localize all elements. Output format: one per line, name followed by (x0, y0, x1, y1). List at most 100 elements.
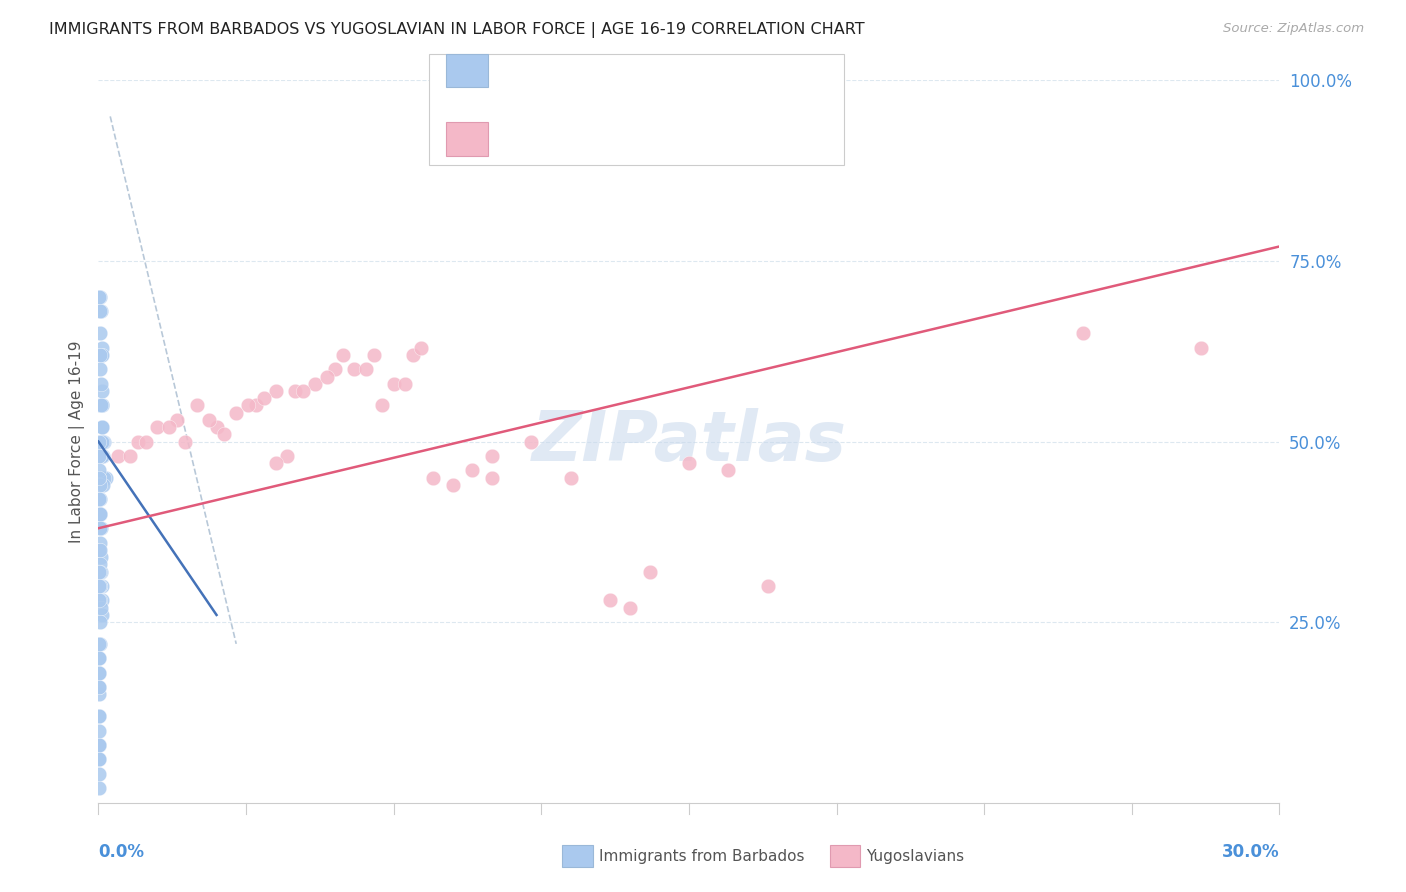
Point (481, 471, 503, 485)
Text: ZIPatlas: ZIPatlas (531, 408, 846, 475)
Point (87, 637, 110, 651)
Point (135, 434, 157, 449)
Point (157, 420, 180, 434)
Point (90, 304, 112, 318)
Point (264, 384, 287, 398)
Point (411, 341, 433, 355)
Point (402, 348, 425, 362)
Point (94, 471, 117, 485)
Point (89, 507, 111, 521)
Point (214, 427, 236, 442)
Point (89, 290, 111, 304)
Point (91, 478, 114, 492)
Point (87, 651, 110, 665)
Point (87, 665, 110, 680)
Point (89, 492, 111, 507)
Point (90, 341, 112, 355)
Point (89, 579, 111, 593)
Point (90, 398, 112, 412)
Text: IMMIGRANTS FROM BARBADOS VS YUGOSLAVIAN IN LABOR FORCE | AGE 16-19 CORRELATION C: IMMIGRANTS FROM BARBADOS VS YUGOSLAVIAN … (49, 22, 865, 38)
Point (91, 449, 114, 463)
Point (90, 550, 112, 565)
Point (91, 607, 114, 622)
Y-axis label: In Labor Force | Age 16-19: In Labor Force | Age 16-19 (69, 340, 84, 543)
Text: 83: 83 (664, 62, 686, 79)
Point (343, 362, 366, 376)
Text: 0.365: 0.365 (541, 130, 599, 148)
Point (90, 348, 112, 362)
Point (89, 680, 111, 694)
Point (520, 434, 543, 449)
Point (304, 376, 326, 391)
Point (382, 376, 405, 391)
Text: Source: ZipAtlas.com: Source: ZipAtlas.com (1223, 22, 1364, 36)
Point (363, 348, 385, 362)
Point (354, 362, 377, 376)
Text: Immigrants from Barbados: Immigrants from Barbados (599, 849, 804, 863)
Point (284, 384, 307, 398)
Point (461, 463, 484, 477)
Point (89, 558, 111, 572)
Point (89, 521, 111, 535)
Point (89, 304, 111, 318)
Point (89, 290, 111, 304)
Point (90, 376, 112, 391)
Point (90, 579, 112, 593)
Point (91, 420, 114, 434)
Point (91, 434, 114, 449)
Point (89, 637, 111, 651)
Point (87, 767, 110, 781)
Point (481, 449, 503, 463)
Point (91, 434, 114, 449)
Point (89, 535, 111, 549)
Point (89, 348, 111, 362)
Point (89, 507, 111, 521)
Point (89, 565, 111, 579)
Point (560, 471, 582, 485)
Point (619, 600, 641, 615)
Point (89, 492, 111, 507)
Point (91, 593, 114, 607)
Point (146, 420, 169, 434)
Point (186, 398, 208, 412)
Point (276, 449, 298, 463)
Point (236, 398, 259, 412)
Point (197, 413, 219, 427)
Point (394, 376, 416, 391)
Point (89, 665, 111, 680)
Point (90, 398, 112, 412)
Point (245, 398, 267, 412)
Point (678, 456, 700, 470)
Point (1071, 326, 1094, 341)
Text: N =: N = (607, 130, 659, 148)
Point (253, 391, 276, 405)
Point (90, 384, 112, 398)
Point (87, 471, 110, 485)
Point (264, 456, 287, 470)
Point (89, 542, 111, 557)
Point (89, 593, 111, 607)
Point (107, 449, 129, 463)
Point (87, 723, 110, 738)
Point (205, 420, 228, 434)
Point (89, 492, 111, 507)
Point (89, 680, 111, 694)
Text: R =: R = (502, 130, 541, 148)
Point (87, 781, 110, 796)
Point (89, 738, 111, 752)
Point (89, 362, 111, 376)
Text: 0.0%: 0.0% (98, 843, 145, 861)
Point (89, 326, 111, 341)
Text: N =: N = (607, 62, 659, 79)
Point (89, 579, 111, 593)
Point (422, 471, 444, 485)
Point (323, 362, 346, 376)
Point (87, 752, 110, 766)
Point (93, 434, 115, 449)
Point (87, 434, 110, 449)
Point (90, 420, 112, 434)
Point (89, 615, 111, 630)
Point (90, 600, 112, 615)
Point (118, 449, 141, 463)
Point (127, 434, 149, 449)
